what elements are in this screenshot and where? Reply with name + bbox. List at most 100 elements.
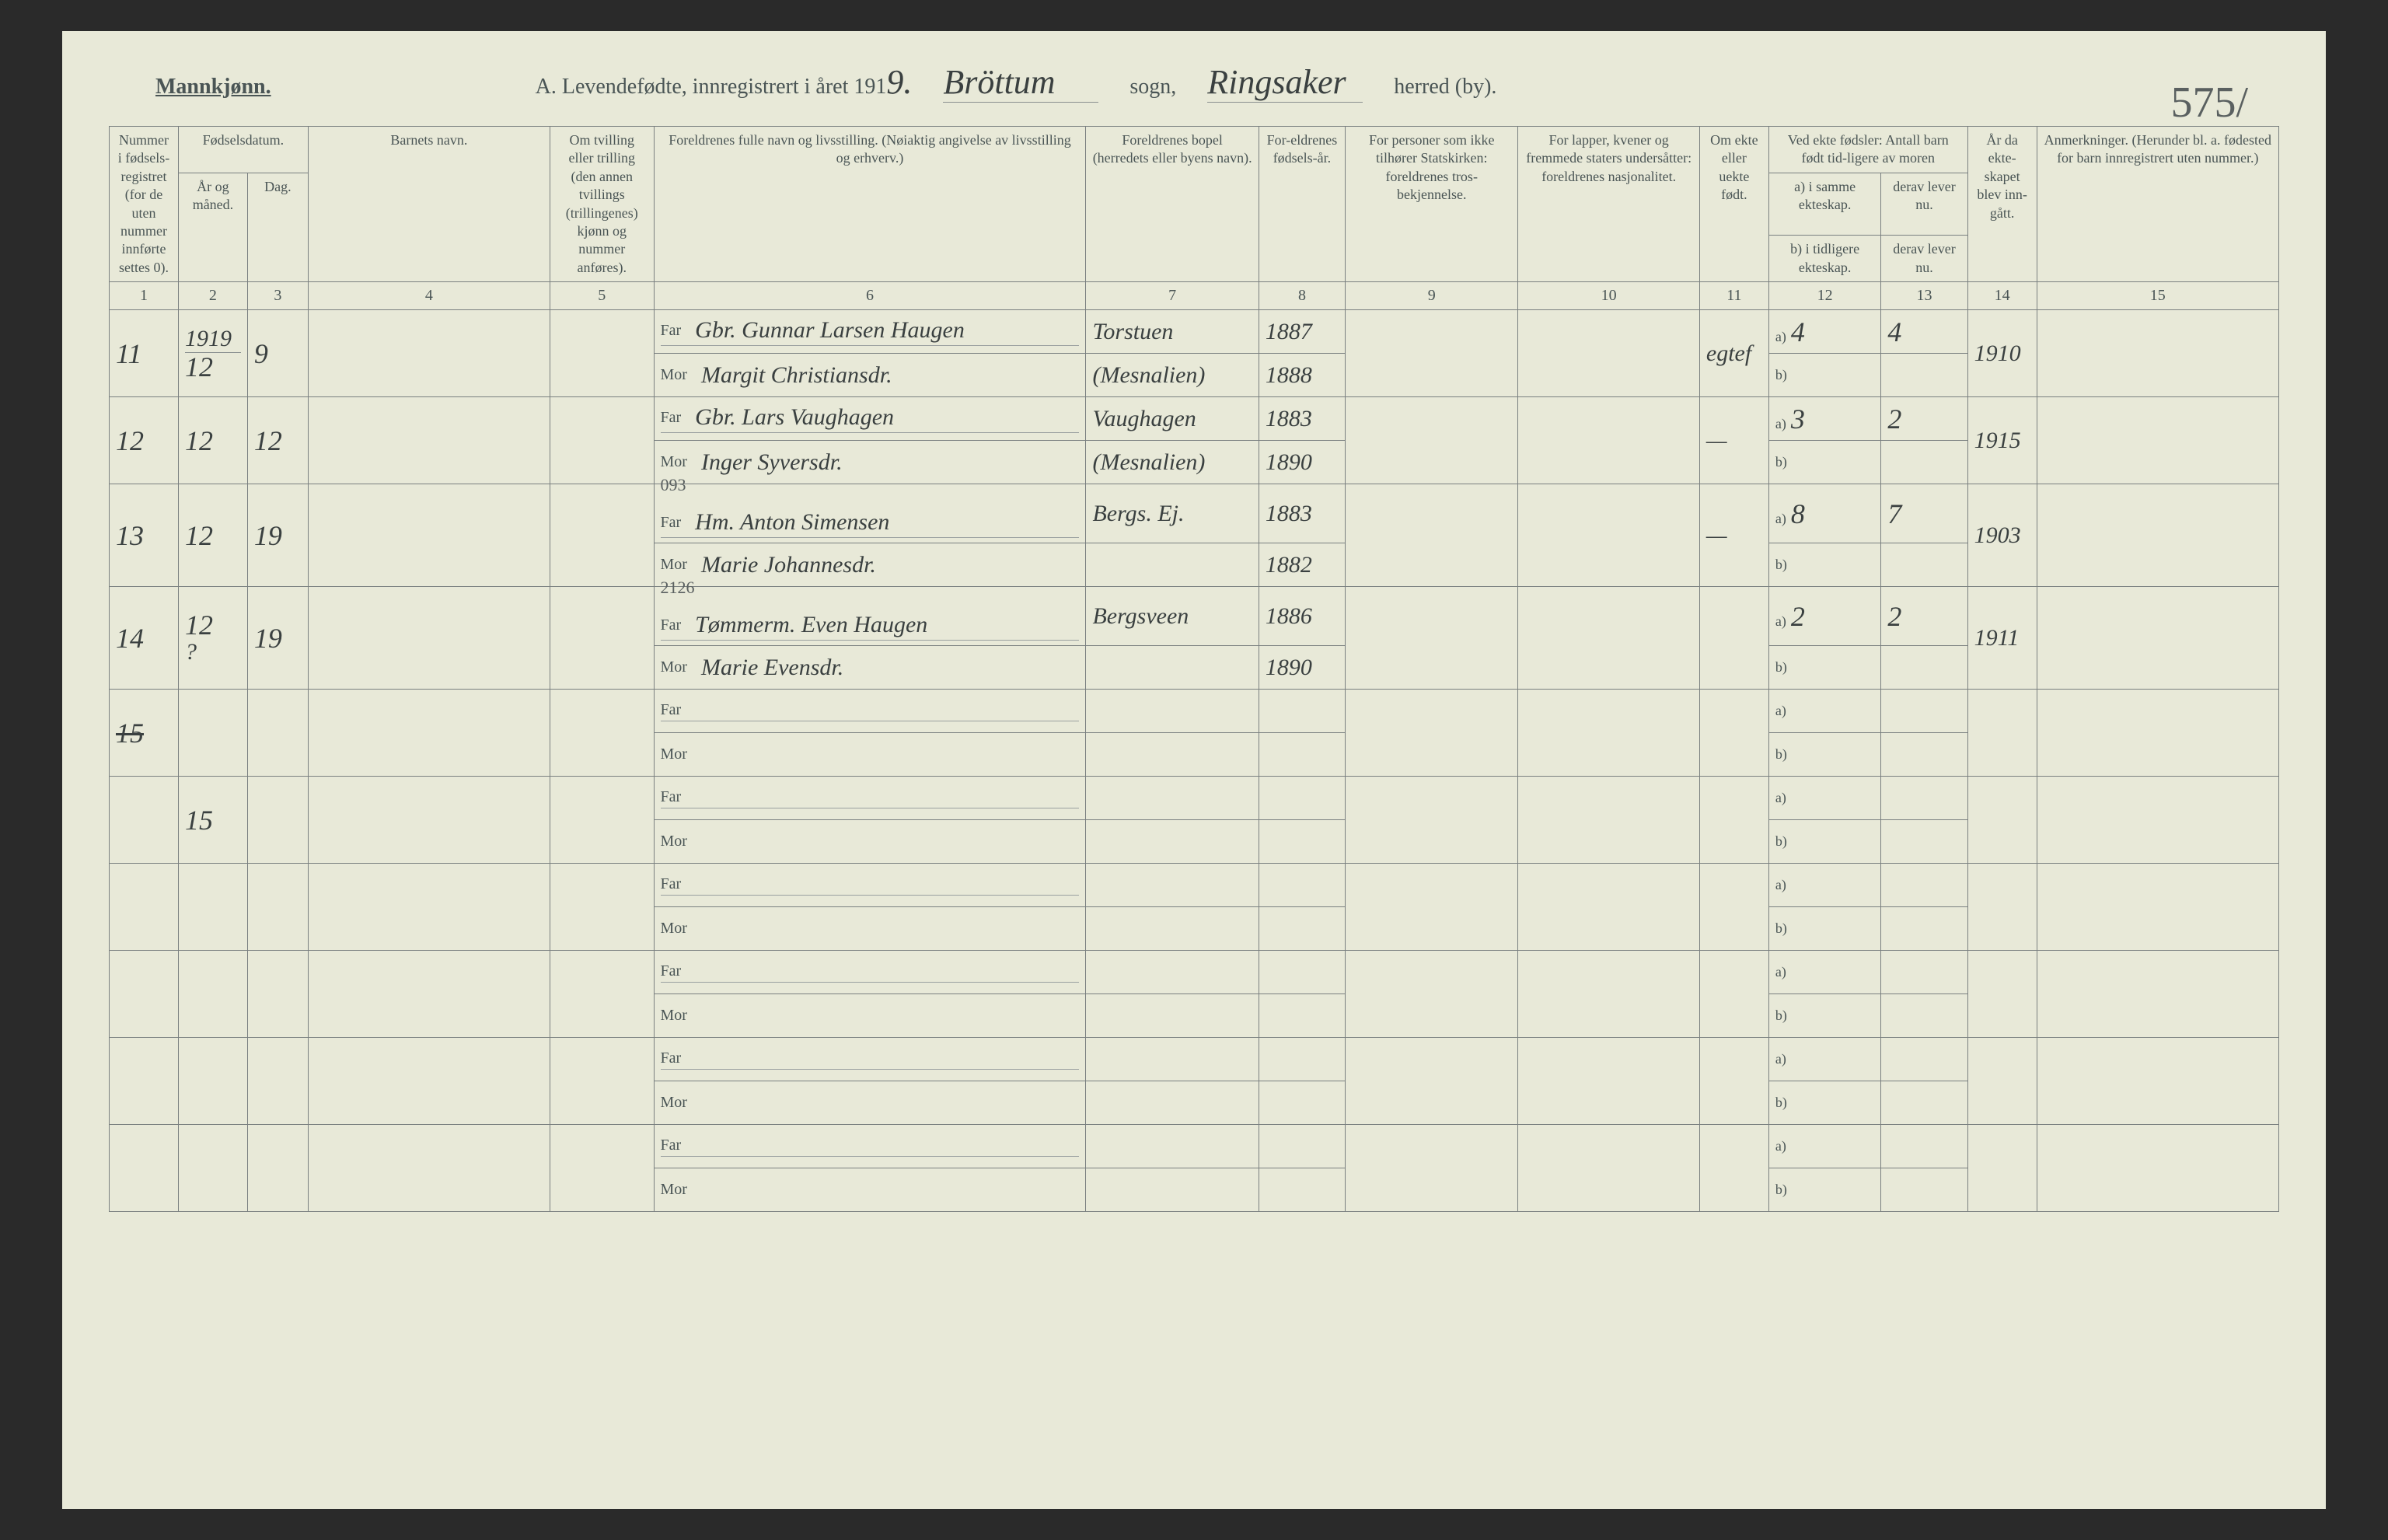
cell-birthyear-mor: 1888 [1259, 354, 1345, 397]
table-row-far: Fara) [110, 951, 2279, 994]
cell-birthyear-far: 1883 [1259, 484, 1345, 543]
cell-father: Far [654, 690, 1086, 733]
cell-day: 9 [247, 310, 308, 397]
cell-12b: b) [1768, 820, 1881, 864]
cell-father: FarGbr. Gunnar Larsen Haugen [654, 310, 1086, 354]
cell-residence-mor: (Mesnalien) [1086, 354, 1259, 397]
cell-day: 19 [247, 484, 308, 587]
cell-marriage-year [1967, 951, 2037, 1038]
cell-birthyear-far [1259, 864, 1345, 907]
cell-marriage-year: 1911 [1967, 587, 2037, 690]
cell-12b: b) [1768, 354, 1881, 397]
cell-13a [1881, 690, 1967, 733]
cell-twin [550, 864, 654, 951]
cell-legitimacy: egtef [1699, 310, 1768, 397]
th-12-top: Ved ekte fødsler: Antall barn født tid-l… [1768, 127, 1967, 173]
cell-mother: MorMargit Christiansdr. [654, 354, 1086, 397]
cell-nationality [1518, 690, 1700, 777]
cell-13a [1881, 777, 1967, 820]
cell-twin [550, 690, 654, 777]
colnum: 13 [1881, 282, 1967, 310]
cell-number [110, 1038, 179, 1125]
cell-twin [550, 777, 654, 864]
cell-birthyear-far: 1883 [1259, 397, 1345, 441]
cell-mother: Mor [654, 1081, 1086, 1125]
cell-12b: b) [1768, 907, 1881, 951]
cell-father: Far [654, 864, 1086, 907]
cell-12a: a) [1768, 1038, 1881, 1081]
cell-residence-mor [1086, 820, 1259, 864]
colnum: 8 [1259, 282, 1345, 310]
cell-birthyear-far [1259, 690, 1345, 733]
cell-mother: Mor [654, 733, 1086, 777]
cell-father: 093FarHm. Anton Simensen [654, 484, 1086, 543]
cell-residence-mor [1086, 646, 1259, 690]
cell-mother: Mor [654, 994, 1086, 1038]
cell-legitimacy: — [1699, 397, 1768, 484]
th-12a: a) i samme ekteskap. [1768, 173, 1881, 236]
cell-residence-far: Bergsveen [1086, 587, 1259, 646]
table-row-far: 121212FarGbr. Lars VaughagenVaughagen188… [110, 397, 2279, 441]
cell-day [247, 690, 308, 777]
cell-12a: a) [1768, 690, 1881, 733]
cell-remarks [2037, 951, 2278, 1038]
cell-number: 12 [110, 397, 179, 484]
cell-nationality [1518, 397, 1700, 484]
cell-number: 11 [110, 310, 179, 397]
cell-13a: 7 [1881, 484, 1967, 543]
cell-father: Far [654, 1125, 1086, 1168]
cell-12a: a) [1768, 777, 1881, 820]
cell-remarks [2037, 1125, 2278, 1212]
th-11: Om ekte eller uekte født. [1699, 127, 1768, 282]
cell-13b [1881, 907, 1967, 951]
th-13b: derav lever nu. [1881, 236, 1967, 282]
cell-year-month [178, 951, 247, 1038]
table-header: Nummer i fødsels-registret (for de uten … [110, 127, 2279, 310]
colnum: 9 [1346, 282, 1518, 310]
cell-child-name [308, 690, 550, 777]
th-9: For personer som ikke tilhører Statskirk… [1346, 127, 1518, 282]
cell-child-name [308, 777, 550, 864]
cell-13a [1881, 864, 1967, 907]
page-header: Mannkjønn. A. Levendefødte, innregistrer… [109, 62, 2279, 103]
table-body: 111919129 FarGbr. Gunnar Larsen HaugenTor… [110, 310, 2279, 1212]
cell-father: 2126FarTømmerm. Even Haugen [654, 587, 1086, 646]
cell-year-month: 191912 [178, 310, 247, 397]
cell-12b: b) [1768, 733, 1881, 777]
cell-13b [1881, 994, 1967, 1038]
cell-birthyear-far: 1886 [1259, 587, 1345, 646]
cell-13b [1881, 1081, 1967, 1125]
cell-marriage-year: 1910 [1967, 310, 2037, 397]
cell-number: 13 [110, 484, 179, 587]
cell-mother: MorMarie Johannesdr. [654, 543, 1086, 587]
cell-12a: a)4 [1768, 310, 1881, 354]
cell-residence-far: Torstuen [1086, 310, 1259, 354]
title-text: A. Levendefødte, innregistrert i året 19… [536, 75, 887, 99]
colnum: 7 [1086, 282, 1259, 310]
cell-birthyear-mor: 1890 [1259, 441, 1345, 484]
table-row-far: Fara) [110, 1038, 2279, 1081]
cell-year-month [178, 690, 247, 777]
cell-residence-far: Bergs. Ej. [1086, 484, 1259, 543]
table-row-far: 131219093FarHm. Anton SimensenBergs. Ej.… [110, 484, 2279, 543]
cell-nationality [1518, 1125, 1700, 1212]
cell-twin [550, 310, 654, 397]
cell-remarks [2037, 690, 2278, 777]
table-row-far: Fara) [110, 1125, 2279, 1168]
cell-13a: 4 [1881, 310, 1967, 354]
cell-12b: b) [1768, 441, 1881, 484]
cell-legitimacy [1699, 951, 1768, 1038]
cell-legitimacy [1699, 864, 1768, 951]
cell-13a: 2 [1881, 587, 1967, 646]
cell-13b [1881, 543, 1967, 587]
cell-child-name [308, 310, 550, 397]
cell-12b: b) [1768, 994, 1881, 1038]
register-table: Nummer i fødsels-registret (for de uten … [109, 126, 2279, 1212]
herred-label: herred (by). [1394, 75, 1496, 100]
cell-marriage-year [1967, 1125, 2037, 1212]
cell-religion [1346, 1125, 1518, 1212]
cell-religion [1346, 690, 1518, 777]
cell-12a: a)8 [1768, 484, 1881, 543]
cell-residence-mor: (Mesnalien) [1086, 441, 1259, 484]
cell-number [110, 951, 179, 1038]
